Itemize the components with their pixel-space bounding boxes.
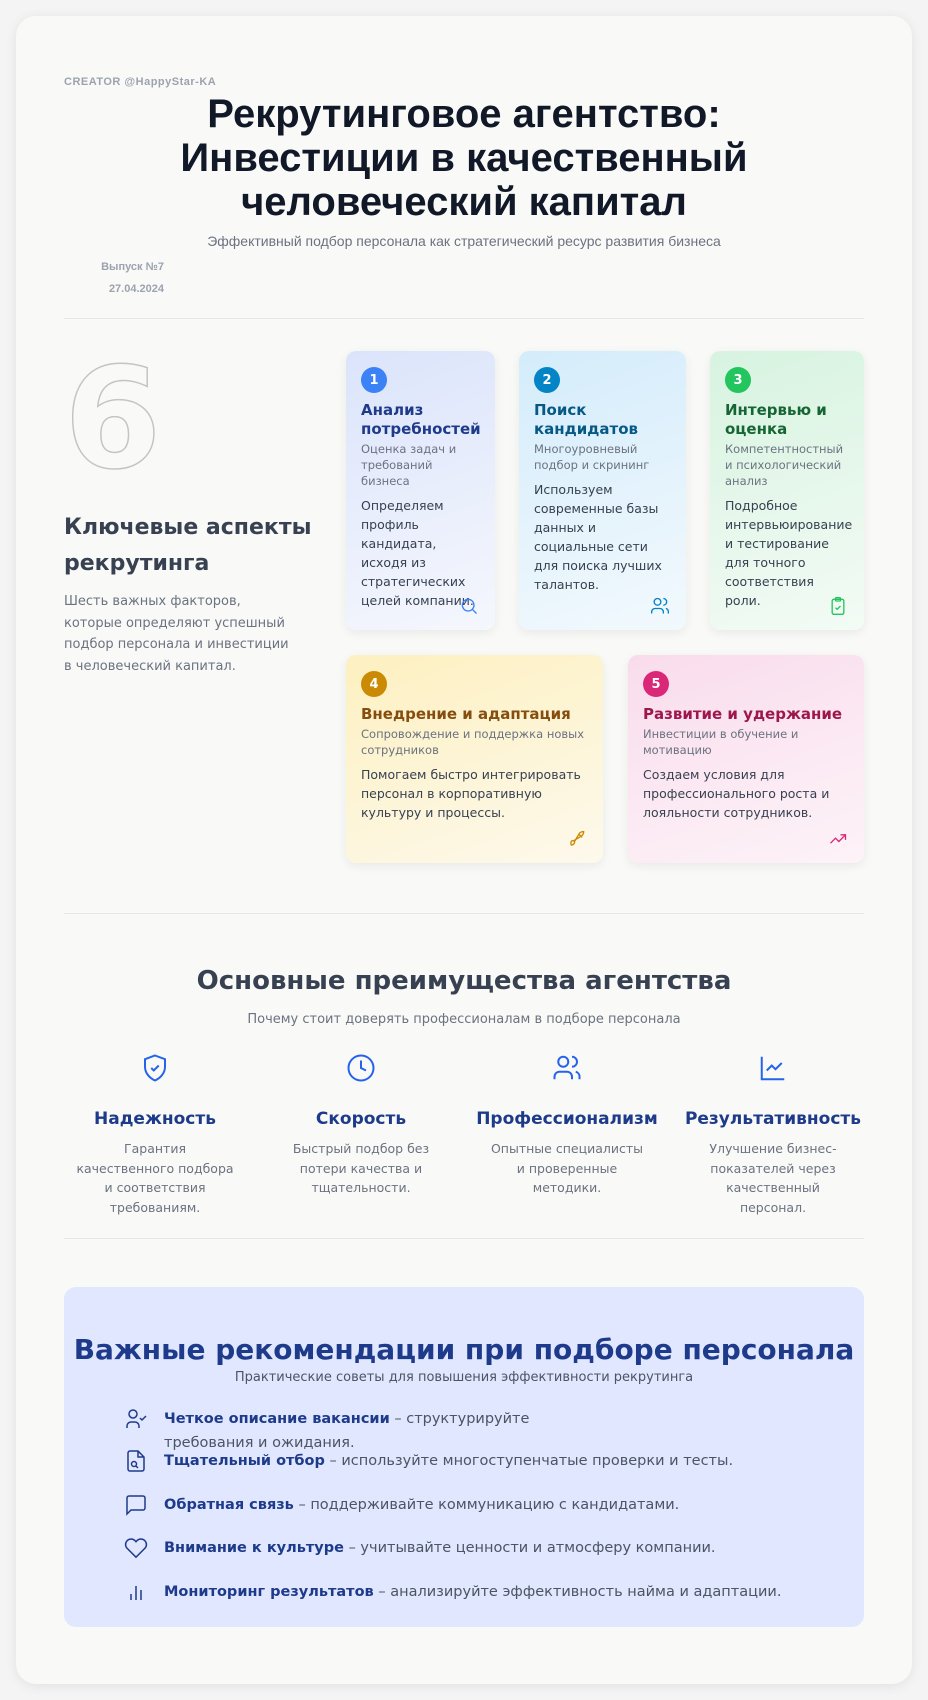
recommendation-title: Мониторинг результатов	[164, 1584, 374, 1600]
bar-chart-icon	[130, 1586, 142, 1600]
issue-info: Выпуск №7 27.04.2024	[64, 256, 164, 300]
recommendations-subtitle: Практические советы для повышения эффект…	[234, 1370, 694, 1385]
aspect-card-3: 3 Интервью и оценка Компетентностный и п…	[710, 351, 864, 630]
recommendation-title: Тщательный отбор	[164, 1453, 325, 1469]
card-subtitle: Компетентностный и психологический анали…	[725, 442, 844, 488]
page-title: Рекрутинговое агентство: Инвестиции в ка…	[180, 92, 748, 224]
recommendations-panel: Важные рекомендации при подборе персонал…	[64, 1287, 864, 1627]
card-title: Анализ потребностей	[361, 401, 481, 438]
trending-up-icon	[830, 834, 847, 844]
heart-icon	[124, 1538, 148, 1559]
card-number: 2	[534, 367, 560, 393]
line-chart-icon	[760, 1056, 785, 1081]
divider	[64, 318, 864, 319]
aspect-card-1: 1 Анализ потребностей Оценка задач и тре…	[346, 351, 495, 630]
recommendation-text: Мониторинг результатов – анализируйте эф…	[164, 1580, 781, 1604]
advantage-title: Скорость	[315, 1109, 407, 1129]
card-subtitle: Оценка задач и требований бизнеса	[361, 442, 457, 488]
page-subtitle: Эффективный подбор персонала как стратег…	[207, 233, 721, 249]
advantage-item: Надежность Гарантия качественного подбор…	[55, 1053, 255, 1217]
recommendation-text: Тщательный отбор – используйте многоступ…	[164, 1449, 733, 1473]
advantage-text: Быстрый подбор без потери качества и тща…	[292, 1141, 430, 1195]
card-title: Развитие и удержание	[643, 705, 843, 723]
recommendation-detail: – структурируйте требования и ожидания.	[164, 1411, 530, 1451]
file-search-icon	[127, 1450, 145, 1472]
aspects-description: Шесть важных факторов, которые определяю…	[64, 594, 289, 674]
card-number: 5	[643, 671, 669, 697]
users-icon	[651, 597, 669, 614]
aspect-card-5: 5 Развитие и удержание Инвестиции в обуч…	[628, 655, 864, 863]
card-body: Используем современные базы данных и соц…	[534, 482, 662, 592]
shield-check-icon	[144, 1054, 166, 1082]
advantage-item: Скорость Быстрый подбор без потери качес…	[261, 1053, 461, 1198]
card-title: Поиск кандидатов	[534, 401, 639, 438]
card-body: Помогаем быстро интегрировать персонал в…	[361, 767, 581, 820]
recommendation-item: Тщательный отбор – используйте многоступ…	[124, 1449, 733, 1473]
recommendation-item: Мониторинг результатов – анализируйте эф…	[124, 1580, 781, 1604]
recommendation-title: Четкое описание вакансии	[164, 1411, 390, 1427]
message-square-icon	[126, 1495, 146, 1516]
user-check-icon	[126, 1409, 147, 1428]
advantage-item: Профессионализм Опытные специалисты и пр…	[467, 1053, 667, 1198]
recommendation-item: Четкое описание вакансии – структурируйт…	[124, 1407, 604, 1455]
divider	[64, 1238, 864, 1239]
card-subtitle: Многоуровневый подбор и скрининг	[534, 442, 650, 472]
advantage-title: Профессионализм	[476, 1109, 658, 1129]
search-icon	[461, 598, 477, 614]
aspects-heading: Ключевые аспекты рекрутинга	[64, 515, 312, 576]
card-body: Создаем условия для профессионального ро…	[643, 767, 830, 820]
card-title: Интервью и оценка	[725, 401, 827, 438]
rocket-icon	[570, 830, 585, 846]
recommendation-item: Внимание к культуре – учитывайте ценност…	[124, 1536, 716, 1560]
recommendation-detail: – используйте многоступенчатые проверки …	[324, 1453, 734, 1469]
clock-icon	[347, 1054, 375, 1082]
issue-number: Выпуск №7	[101, 261, 164, 273]
card-subtitle: Инвестиции в обучение и мотивацию	[643, 727, 799, 757]
advantage-text: Гарантия качественного подбора и соответ…	[76, 1141, 234, 1215]
aspect-card-2: 2 Поиск кандидатов Многоуровневый подбор…	[519, 351, 686, 630]
card-title: Внедрение и адаптация	[361, 705, 571, 723]
card-number: 4	[361, 671, 387, 697]
advantage-item: Результативность Улучшение бизнес-показа…	[673, 1053, 873, 1217]
recommendation-title: Внимание к культуре	[164, 1540, 344, 1556]
recommendation-detail: – поддерживайте коммуникацию с кандидата…	[293, 1497, 680, 1513]
card-number: 1	[361, 367, 387, 393]
recommendations-heading: Важные рекомендации при подборе персонал…	[73, 1333, 855, 1366]
divider	[64, 913, 864, 914]
advantage-text: Улучшение бизнес-показателей через качес…	[709, 1141, 837, 1215]
big-number: 6	[63, 338, 162, 501]
clipboard-check-icon	[831, 597, 845, 615]
recommendation-title: Обратная связь	[164, 1497, 294, 1513]
users-icon	[553, 1055, 581, 1080]
recommendation-detail: – учитывайте ценности и атмосферу компан…	[343, 1540, 716, 1556]
card-body: Определяем профиль кандидата, исходя из …	[361, 498, 474, 608]
recommendation-text: Обратная связь – поддерживайте коммуника…	[164, 1493, 679, 1517]
card-subtitle: Сопровождение и поддержка новых сотрудни…	[361, 727, 585, 757]
advantage-title: Результативность	[684, 1109, 862, 1129]
issue-date: 27.04.2024	[108, 283, 164, 295]
recommendation-text: Четкое описание вакансии – структурируйт…	[164, 1407, 604, 1455]
recommendation-item: Обратная связь – поддерживайте коммуника…	[124, 1493, 679, 1517]
aspect-card-4: 4 Внедрение и адаптация Сопровождение и …	[346, 655, 603, 863]
card-body: Подробное интервьюирование и тестировани…	[725, 498, 853, 608]
advantages-heading: Основные преимущества агентства	[196, 966, 732, 996]
card-number: 3	[725, 367, 751, 393]
advantage-title: Надежность	[94, 1109, 216, 1129]
advantage-text: Опытные специалисты и проверенные методи…	[490, 1141, 644, 1195]
recommendation-text: Внимание к культуре – учитывайте ценност…	[164, 1536, 716, 1560]
creator-credit: CREATOR @HappyStar-KA	[64, 76, 217, 88]
recommendation-detail: – анализируйте эффективность найма и ада…	[373, 1584, 782, 1600]
advantages-subtitle: Почему стоит доверять профессионалам в п…	[247, 1012, 681, 1027]
